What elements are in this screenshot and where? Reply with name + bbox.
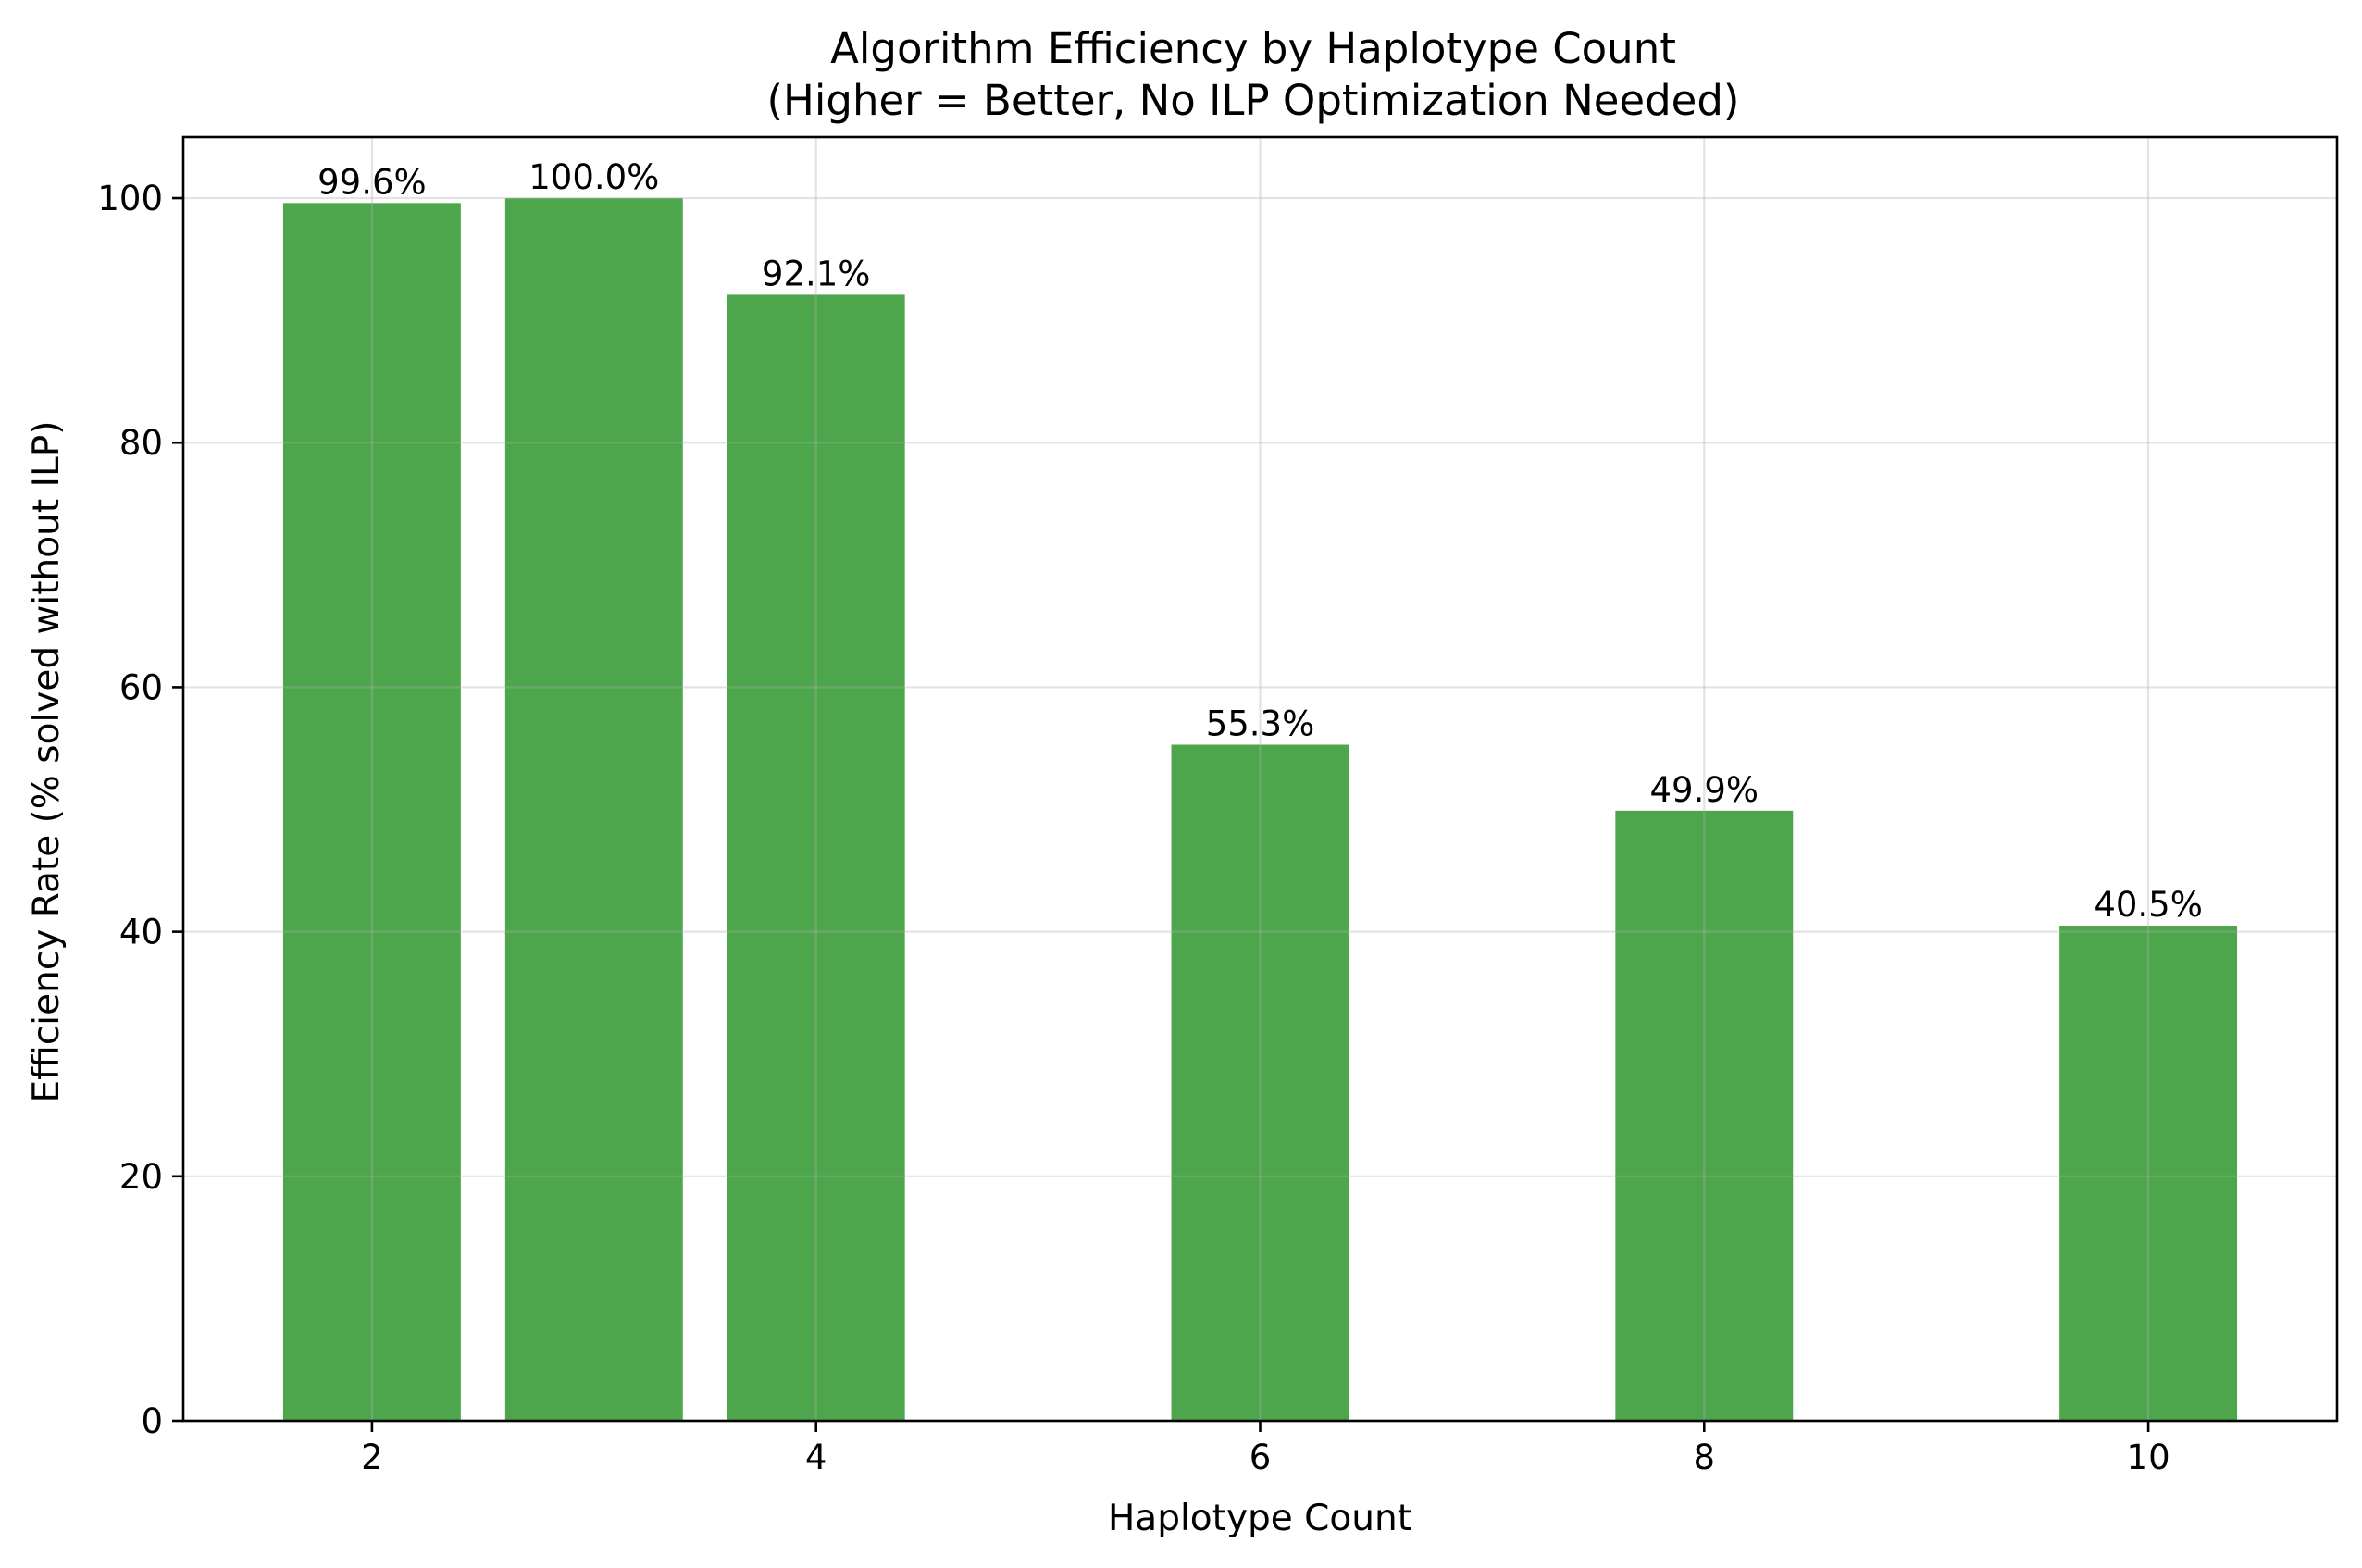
data-label-8: 49.9% (1650, 770, 1759, 810)
data-label-2: 99.6% (317, 162, 427, 202)
x-tick-label-2: 2 (361, 1437, 383, 1477)
bar-10 (2059, 926, 2238, 1421)
chart-title: Algorithm Efficiency by Haplotype Count (830, 24, 1676, 73)
x-tick-label-4: 4 (805, 1437, 827, 1477)
bar-8 (1615, 810, 1794, 1421)
data-label-layer: 99.6% 100.0% 92.1% 55.3% 49.9% 40.5% (317, 157, 2203, 925)
y-tick-label-100: 100 (97, 179, 163, 218)
y-tick-label-80: 80 (119, 423, 163, 463)
y-tick-label-0: 0 (141, 1401, 163, 1441)
chart-subtitle: (Higher = Better, No ILP Optimization Ne… (767, 76, 1740, 125)
data-label-4: 92.1% (762, 254, 871, 293)
y-tick-label-40: 40 (119, 913, 163, 952)
bar-2 (282, 203, 461, 1421)
bar-layer (282, 198, 2238, 1422)
y-tick-label-20: 20 (119, 1157, 163, 1197)
bar-3 (504, 198, 683, 1422)
bar-4 (727, 294, 905, 1422)
data-label-3: 100.0% (528, 157, 659, 197)
x-tick-label-10: 10 (2127, 1437, 2170, 1477)
data-label-6: 55.3% (1206, 704, 1315, 744)
y-tick-label-60: 60 (119, 667, 163, 707)
x-tick-label-8: 8 (1694, 1437, 1716, 1477)
bar-6 (1171, 744, 1349, 1421)
y-axis-label: Efficiency Rate (% solved without ILP) (26, 421, 68, 1103)
x-axis-label: Haplotype Count (1108, 1498, 1411, 1539)
data-label-10: 40.5% (2094, 885, 2203, 925)
x-tick-label-6: 6 (1249, 1437, 1272, 1477)
